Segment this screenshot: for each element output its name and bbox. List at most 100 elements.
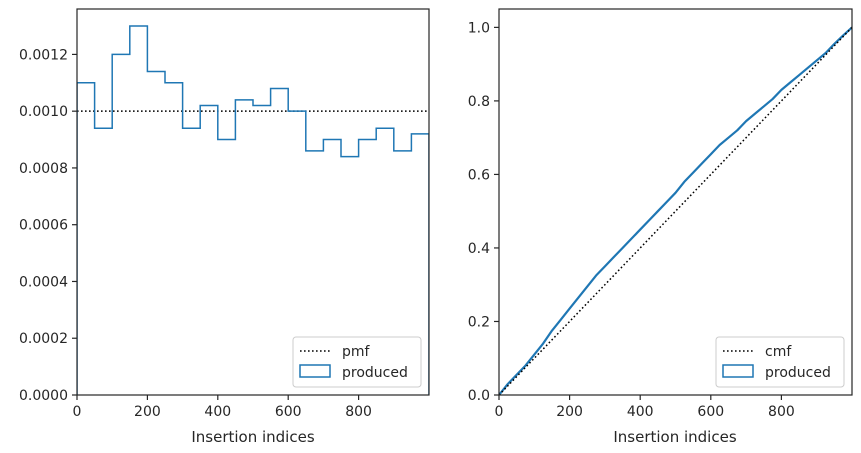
cmf-axes-frame xyxy=(498,8,853,396)
pmf-y-tick-label: 0.0008 xyxy=(19,161,68,177)
cmf-produced-point xyxy=(824,52,826,54)
pmf-x-tick-label: 800 xyxy=(345,404,372,420)
cmf-produced-point xyxy=(533,353,535,355)
pmf-y-tick-label: 0.0010 xyxy=(19,104,68,120)
pmf-produced-bin xyxy=(77,83,95,395)
cmf-produced-point xyxy=(842,34,844,36)
cmf-produced-point xyxy=(568,307,570,309)
pmf-legend-label-reference: pmf xyxy=(342,344,371,360)
cmf-produced-point xyxy=(727,136,729,138)
cmf-x-tick-label: 200 xyxy=(556,404,583,420)
cmf-produced-point xyxy=(604,265,606,267)
pmf-produced-bin xyxy=(130,26,148,395)
pmf-produced-bin xyxy=(95,128,113,395)
pmf-y-tick-label: 0.0006 xyxy=(19,218,68,234)
cmf-legend-label-reference: cmf xyxy=(765,344,792,360)
pmf-series-group xyxy=(77,25,429,396)
cmf-plot-content xyxy=(499,26,852,395)
cmf-line-panel: 0.0 0.2 0.4 0.6 0.8 1.0 0 200 400 600 800 Inserti… xyxy=(468,8,853,446)
pmf-produced-bin xyxy=(253,106,271,396)
cmf-x-axis: 0 200 400 600 800 xyxy=(495,395,795,420)
cmf-x-axis-title: Insertion indices xyxy=(613,428,736,446)
pmf-produced-bin xyxy=(218,140,236,395)
pmf-plot-area xyxy=(77,9,429,395)
pmf-y-tick-label: 0.0002 xyxy=(19,331,68,347)
cmf-produced-point xyxy=(816,59,818,61)
cmf-produced-point xyxy=(780,89,782,91)
cmf-produced-point xyxy=(542,342,544,344)
cmf-produced-point xyxy=(613,256,615,258)
cmf-x-tick-label: 800 xyxy=(768,404,795,420)
cmf-y-tick-label: 0.2 xyxy=(468,314,490,330)
cmf-produced-point xyxy=(736,129,738,131)
cmf-produced-point xyxy=(639,228,641,230)
cmf-y-tick-label: 1.0 xyxy=(468,20,490,36)
pmf-legend-box xyxy=(292,336,422,388)
cmf-y-tick-label: 0.8 xyxy=(468,94,490,110)
cmf-produced-line xyxy=(499,26,852,395)
pmf-x-axis-title: Insertion indices xyxy=(191,428,314,446)
pmf-produced-bin xyxy=(165,83,183,395)
pmf-produced-bin xyxy=(271,88,289,395)
cmf-produced-point xyxy=(789,81,791,83)
pmf-x-tick-label: 600 xyxy=(275,404,302,420)
cmf-produced-point xyxy=(551,329,553,331)
cmf-y-tick-label: 0.6 xyxy=(468,167,490,183)
cmf-x-tick-label: 600 xyxy=(697,404,724,420)
cmf-produced-point xyxy=(560,318,562,320)
cmf-legend: cmf produced xyxy=(715,336,845,388)
cmf-produced-point xyxy=(754,113,756,115)
pmf-legend: pmf produced xyxy=(292,336,422,388)
pmf-y-tick-label: 0.0012 xyxy=(19,47,68,63)
cmf-x-tick-label: 400 xyxy=(627,404,654,420)
cmf-produced-point xyxy=(701,162,703,164)
cmf-legend-produced-swatch xyxy=(722,364,754,378)
cmf-produced-point xyxy=(771,98,773,100)
cmf-produced-point xyxy=(665,201,667,203)
cmf-produced-point xyxy=(515,374,517,376)
cmf-produced-point xyxy=(763,105,765,107)
pmf-y-tick-label: 0.0004 xyxy=(19,274,68,290)
cmf-x-tick-label: 0 xyxy=(495,404,504,420)
pmf-x-tick-label: 400 xyxy=(204,404,231,420)
pmf-x-tick-label: 0 xyxy=(73,404,82,420)
cmf-produced-point xyxy=(657,210,659,212)
pmf-produced-step-line xyxy=(77,25,429,395)
cmf-produced-point xyxy=(524,364,526,366)
cmf-produced-point xyxy=(683,181,685,183)
cmf-produced-point xyxy=(648,219,650,221)
cmf-produced-point xyxy=(718,144,720,146)
pmf-produced-bin xyxy=(112,54,130,395)
cmf-plot-area xyxy=(499,9,852,395)
cmf-y-tick-label: 0.4 xyxy=(468,241,490,257)
cmf-produced-point xyxy=(595,274,597,276)
cmf-produced-point xyxy=(507,383,509,385)
cmf-produced-point xyxy=(807,67,809,69)
cmf-produced-point xyxy=(710,153,712,155)
cmf-series-group xyxy=(499,26,852,395)
pmf-axes-frame xyxy=(76,8,430,396)
cmf-produced-point xyxy=(577,296,579,298)
pmf-produced-bin xyxy=(235,100,253,395)
cmf-legend-label-produced: produced xyxy=(765,365,831,381)
pmf-legend-label-produced: produced xyxy=(342,365,408,381)
pmf-plot-content xyxy=(77,25,429,396)
pmf-produced-bin xyxy=(183,128,201,395)
cmf-produced-point xyxy=(621,247,623,249)
cmf-produced-point xyxy=(674,192,676,194)
cmf-produced-point xyxy=(630,238,632,240)
cmf-produced-point xyxy=(586,285,588,287)
pmf-x-axis: 0 200 400 600 800 xyxy=(73,395,372,420)
cmf-y-axis: 0.0 0.2 0.4 0.6 0.8 1.0 xyxy=(468,20,499,404)
cmf-produced-point xyxy=(833,43,835,45)
cmf-legend-box xyxy=(715,336,845,388)
cmf-y-tick-label: 0.0 xyxy=(468,388,490,404)
pmf-y-tick-label: 0.0000 xyxy=(19,388,68,404)
cmf-produced-point xyxy=(692,171,694,173)
pmf-x-tick-label: 200 xyxy=(134,404,161,420)
cmf-produced-point xyxy=(745,120,747,122)
cmf-reference-line xyxy=(499,26,852,395)
pmf-y-axis: 0.0000 0.0002 0.0004 0.0006 0.0008 0.0010 0.00… xyxy=(19,47,77,404)
pmf-legend-produced-swatch xyxy=(299,364,331,378)
